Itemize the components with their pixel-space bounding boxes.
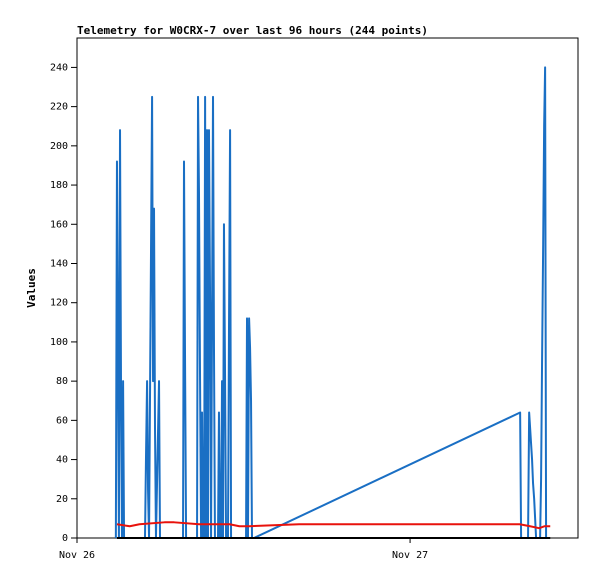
y-tick-label: 160 [50, 219, 68, 230]
y-tick-label: 40 [56, 455, 68, 466]
line-series [116, 521, 551, 530]
y-tick-label: 200 [50, 141, 68, 152]
y-tick-label: 60 [56, 415, 68, 426]
y-tick-label: 140 [50, 258, 68, 269]
y-tick-label: 80 [56, 376, 68, 387]
y-tick-label: 100 [50, 337, 68, 348]
y-tick-label: 220 [50, 102, 68, 113]
y-tick-label: 0 [62, 533, 68, 544]
x-tick-label: Nov 26 [59, 550, 95, 561]
chart-title: Telemetry for W0CRX-7 over last 96 hours… [77, 24, 428, 37]
y-tick-label: 120 [50, 298, 68, 309]
y-tick-label: 240 [50, 62, 68, 73]
y-axis-label: Values [25, 268, 38, 308]
line-series [114, 66, 548, 539]
x-tick-label: Nov 27 [392, 550, 428, 561]
y-tick-label: 180 [50, 180, 68, 191]
y-tick-label: 20 [56, 494, 68, 505]
